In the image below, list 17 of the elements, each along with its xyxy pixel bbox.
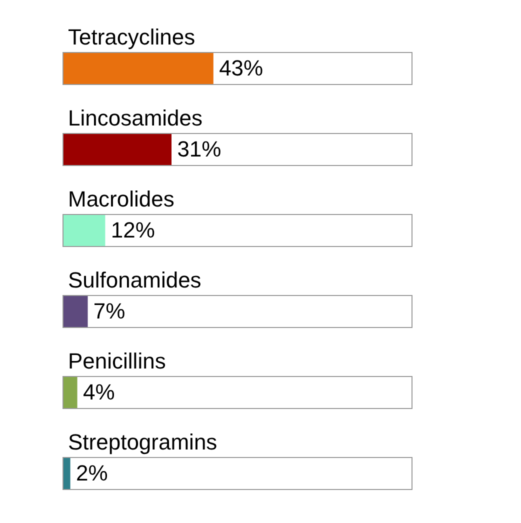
y-tick-label: Penicillins — [68, 348, 166, 374]
y-tick-label: Lincosamides — [68, 106, 203, 130]
bar — [63, 52, 214, 85]
y-tick-label: Sulfonamides — [68, 268, 202, 292]
y-tick-label: Macrolides — [68, 186, 174, 212]
data-label: 31% — [177, 136, 222, 162]
data-label: 43% — [219, 56, 264, 81]
y-tick-label: Streptogramins — [68, 430, 218, 454]
bar — [63, 295, 88, 328]
bar — [63, 133, 172, 166]
bar — [63, 214, 106, 247]
bar — [63, 376, 78, 409]
data-label: 2% — [76, 460, 108, 486]
y-tick-label: Tetracyclines — [68, 24, 196, 50]
data-label: 4% — [82, 380, 115, 405]
data-label: 7% — [93, 298, 126, 324]
data-label: 12% — [110, 218, 155, 243]
